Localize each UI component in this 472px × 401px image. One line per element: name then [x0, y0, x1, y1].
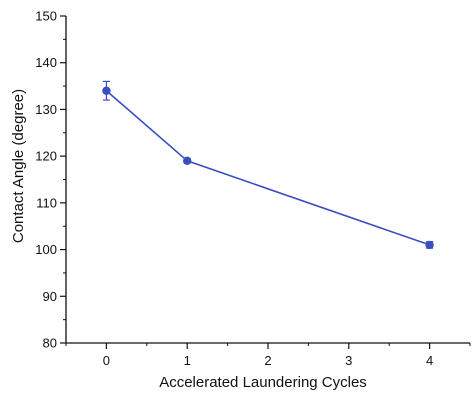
x-axis-title: Accelerated Laundering Cycles	[159, 374, 367, 391]
y-tick-label: 130	[35, 102, 57, 117]
x-tick-label: 2	[264, 353, 271, 368]
y-axis-title: Contact Angle (degree)	[10, 89, 27, 243]
data-point	[183, 156, 192, 166]
y-tick-label: 110	[36, 195, 57, 210]
y-tick-label: 140	[35, 55, 57, 70]
axes: 80 90 100 110 120 130 140 150 0 1 2 3 4	[35, 9, 471, 368]
y-tick-label: 80	[43, 336, 57, 351]
series-line	[102, 80, 434, 250]
y-tick-label: 150	[35, 9, 57, 24]
data-point	[425, 240, 434, 250]
y-tick-label: 120	[35, 149, 57, 164]
y-tick-label: 100	[35, 242, 57, 257]
data-point	[102, 86, 111, 95]
y-tick-label: 90	[43, 289, 57, 304]
x-tick-label: 3	[345, 353, 352, 368]
x-tick-label: 1	[184, 353, 191, 368]
x-tick-label: 4	[426, 353, 433, 368]
x-tick-label: 0	[103, 353, 110, 368]
series-line-path	[105, 90, 430, 246]
